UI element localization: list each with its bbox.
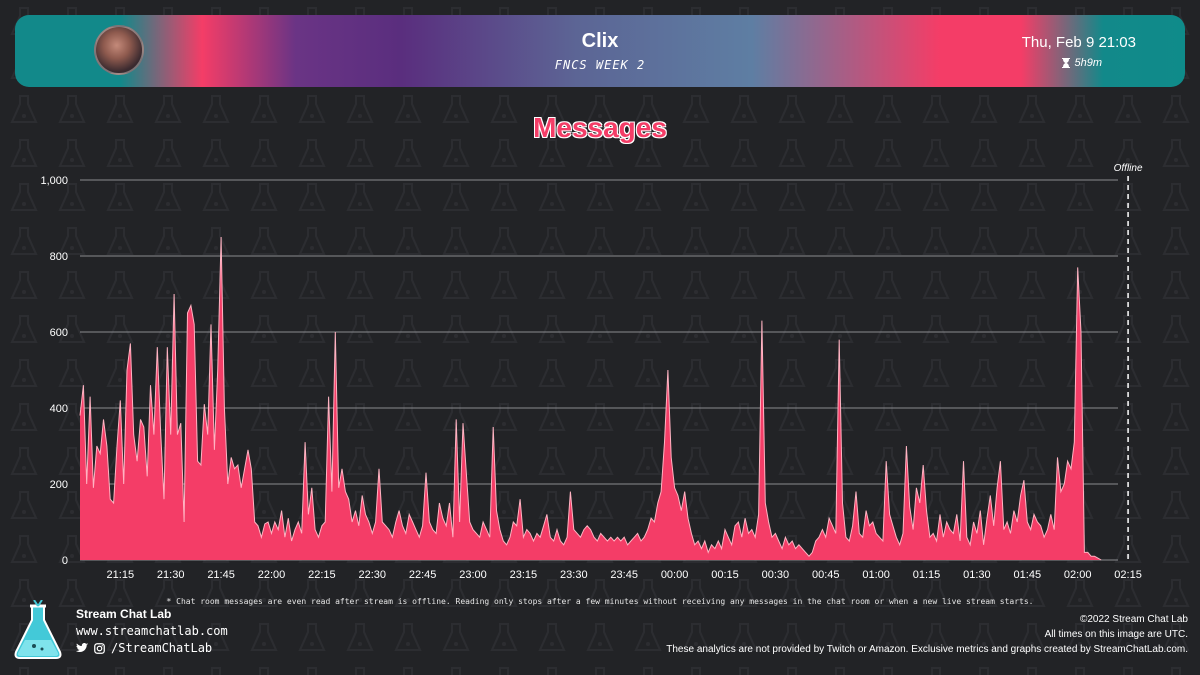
y-tick-label: 200	[50, 479, 68, 491]
y-tick-label: 1,000	[40, 175, 68, 187]
x-tick-label: 00:45	[812, 569, 840, 581]
brand-social-handle[interactable]: /StreamChatLab	[111, 641, 213, 655]
x-tick-label: 01:15	[913, 569, 941, 581]
x-tick-label: 00:00	[661, 569, 689, 581]
x-tick-label: 23:15	[510, 569, 538, 581]
x-tick-label: 00:30	[762, 569, 790, 581]
x-axis-ticks: 21:15 21:30 21:45 22:00 22:15 22:30 22:45 23:00…	[107, 569, 1142, 581]
copyright: ©2022 Stream Chat Lab	[1080, 614, 1188, 625]
y-axis-ticks: 0 200 400 600 800 1,000	[40, 175, 68, 567]
x-tick-label: 01:00	[862, 569, 890, 581]
brand-url[interactable]: www.streamchatlab.com	[76, 624, 228, 638]
event-name: FNCS WEEK 2	[554, 58, 646, 72]
offline-label: Offline	[1114, 163, 1143, 174]
x-tick-label: 00:15	[711, 569, 739, 581]
x-tick-label: 21:30	[157, 569, 185, 581]
y-tick-label: 800	[50, 251, 68, 263]
y-tick-label: 400	[50, 403, 68, 415]
hourglass-icon	[1062, 58, 1071, 68]
x-tick-label: 21:15	[107, 569, 135, 581]
stream-date: Thu, Feb 9 21:03	[1021, 34, 1136, 51]
streamer-name: Clix	[581, 30, 619, 52]
legal-notes: ©2022 Stream Chat Lab All times on this …	[666, 612, 1188, 657]
y-tick-label: 0	[62, 555, 68, 567]
x-tick-label: 22:00	[258, 569, 286, 581]
twitter-icon[interactable]	[76, 643, 88, 653]
stream-duration: 5h9m	[1062, 57, 1102, 69]
x-tick-label: 21:45	[207, 569, 235, 581]
header-banner	[15, 15, 1185, 87]
brand-name: Stream Chat Lab	[76, 607, 172, 621]
x-tick-label: 23:45	[610, 569, 638, 581]
duration-value: 5h9m	[1074, 57, 1102, 69]
brand-social: /StreamChatLab	[76, 641, 212, 655]
disclaimer: These analytics are not provided by Twit…	[666, 644, 1188, 655]
timezone-note: All times on this image are UTC.	[1044, 629, 1188, 640]
x-tick-label: 22:45	[409, 569, 437, 581]
messages-area	[80, 237, 1102, 560]
avatar	[94, 25, 144, 75]
x-tick-label: 02:00	[1064, 569, 1092, 581]
chart-title: Messages	[533, 112, 667, 143]
footnote: * Chat room messages are even read after…	[166, 597, 1034, 606]
x-tick-label: 22:30	[358, 569, 386, 581]
y-tick-label: 600	[50, 327, 68, 339]
x-tick-label: 01:30	[963, 569, 991, 581]
flask-icon	[14, 600, 62, 659]
instagram-icon[interactable]	[94, 642, 105, 654]
x-tick-label: 01:45	[1014, 569, 1042, 581]
x-tick-label: 23:00	[459, 569, 487, 581]
x-tick-label: 23:30	[560, 569, 588, 581]
x-tick-label: 02:15	[1114, 569, 1142, 581]
x-tick-label: 22:15	[308, 569, 336, 581]
messages-line	[79, 236, 1102, 561]
